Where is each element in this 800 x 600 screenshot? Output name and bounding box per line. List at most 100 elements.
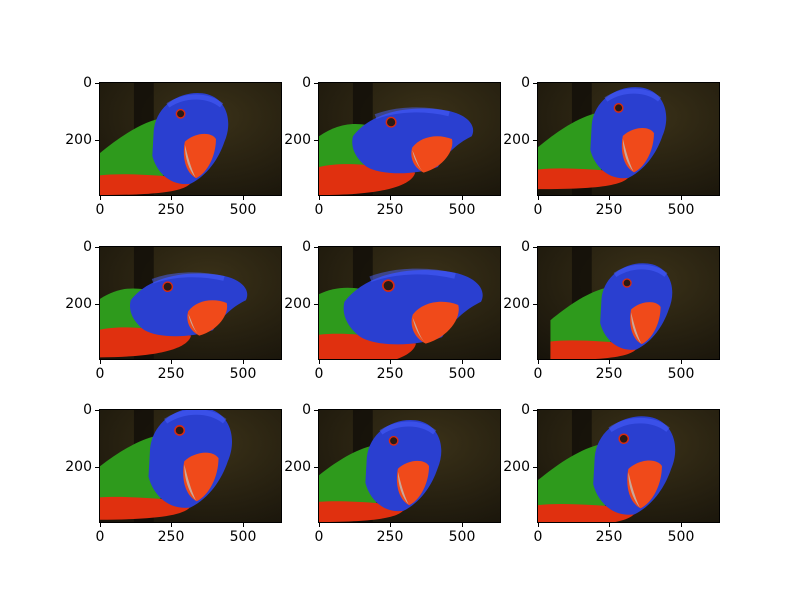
y-tick-label: 200 — [284, 296, 311, 312]
x-tick-label: 0 — [95, 529, 105, 545]
y-tick-label: 0 — [521, 239, 530, 255]
y-tick — [95, 140, 99, 141]
y-tick-label: 0 — [521, 75, 530, 91]
x-tick — [681, 196, 682, 200]
x-tick — [319, 360, 320, 364]
image-axes-r2-c3: 0 200 0 250 500 — [503, 240, 720, 381]
y-tick — [95, 410, 99, 411]
x-tick-label: 500 — [229, 366, 257, 382]
x-tick — [319, 523, 320, 527]
parrot-image-svg — [319, 83, 500, 195]
x-tick-label: 0 — [533, 366, 543, 382]
y-tick-label: 0 — [83, 402, 92, 418]
y-tick-label: 0 — [83, 239, 92, 255]
x-tick — [462, 196, 463, 200]
x-tick-label: 0 — [95, 366, 105, 382]
y-tick-label: 200 — [284, 132, 311, 148]
x-tick-label: 0 — [533, 202, 543, 218]
y-tick-label: 200 — [503, 459, 530, 475]
image-axes-r2-c2: 0 200 0 250 500 — [284, 240, 501, 381]
y-tick — [95, 304, 99, 305]
x-tick-label: 500 — [229, 202, 257, 218]
parrot-image-svg — [538, 247, 719, 359]
x-tick-label: 500 — [448, 202, 476, 218]
image-axes-r3-c2: 0 200 0 250 500 — [284, 403, 501, 544]
image-axes-r1-c2: 0 200 0 250 500 — [284, 76, 501, 217]
x-tick — [171, 360, 172, 364]
parrot-image-svg — [538, 83, 719, 195]
x-tick — [390, 196, 391, 200]
x-tick-label: 500 — [448, 366, 476, 382]
x-tick-label: 250 — [157, 202, 185, 218]
x-tick — [609, 523, 610, 527]
parrot-image — [319, 247, 500, 359]
x-tick-label: 0 — [533, 529, 543, 545]
parrot-image — [100, 410, 281, 522]
y-tick-label: 200 — [65, 459, 92, 475]
x-tick-label: 250 — [595, 202, 623, 218]
x-tick — [609, 360, 610, 364]
y-tick — [95, 83, 99, 84]
parrot-image-svg — [100, 247, 281, 359]
x-tick-label: 0 — [314, 366, 324, 382]
image-axes-r1-c3: 0 200 0 250 500 — [503, 76, 720, 217]
parrot-image — [100, 247, 281, 359]
y-tick — [314, 410, 318, 411]
y-tick-label: 200 — [284, 459, 311, 475]
image-axes-r2-c1: 0 200 0 250 500 — [65, 240, 282, 381]
x-tick-label: 0 — [314, 202, 324, 218]
parrot-image-svg — [100, 410, 281, 522]
y-tick-label: 0 — [83, 75, 92, 91]
y-tick-label: 200 — [65, 296, 92, 312]
x-tick-label: 250 — [376, 366, 404, 382]
parrot-image-svg — [538, 410, 719, 522]
x-tick — [538, 196, 539, 200]
x-tick — [100, 523, 101, 527]
x-tick-label: 0 — [95, 202, 105, 218]
image-axes-r3-c1: 0 200 0 250 500 — [65, 403, 282, 544]
x-tick-label: 500 — [229, 529, 257, 545]
y-tick — [533, 83, 537, 84]
x-tick-label: 250 — [595, 529, 623, 545]
x-tick — [100, 196, 101, 200]
x-tick-label: 250 — [157, 366, 185, 382]
y-tick — [314, 140, 318, 141]
x-tick-label: 500 — [667, 202, 695, 218]
image-axes-r1-c1: 0 200 0 250 500 — [65, 76, 282, 217]
parrot-image — [100, 83, 281, 195]
x-tick — [100, 360, 101, 364]
y-tick — [314, 83, 318, 84]
x-tick-label: 500 — [667, 529, 695, 545]
x-tick-label: 250 — [157, 529, 185, 545]
x-tick — [681, 523, 682, 527]
y-tick-label: 200 — [503, 296, 530, 312]
y-tick — [533, 304, 537, 305]
x-tick — [538, 523, 539, 527]
x-tick — [538, 360, 539, 364]
x-tick — [171, 196, 172, 200]
parrot-image — [319, 83, 500, 195]
x-tick-label: 500 — [448, 529, 476, 545]
x-tick — [243, 196, 244, 200]
x-tick — [462, 523, 463, 527]
parrot-image — [538, 247, 719, 359]
y-tick-label: 0 — [302, 402, 311, 418]
y-tick — [314, 247, 318, 248]
parrot-image — [538, 410, 719, 522]
y-tick — [314, 304, 318, 305]
x-tick — [243, 360, 244, 364]
y-tick — [533, 140, 537, 141]
y-tick — [314, 467, 318, 468]
y-tick — [95, 467, 99, 468]
x-tick — [319, 196, 320, 200]
y-tick — [95, 247, 99, 248]
y-tick — [533, 410, 537, 411]
y-tick-label: 0 — [302, 75, 311, 91]
x-tick — [243, 523, 244, 527]
y-tick-label: 200 — [503, 132, 530, 148]
y-tick-label: 0 — [302, 239, 311, 255]
x-tick — [390, 523, 391, 527]
x-tick-label: 0 — [314, 529, 324, 545]
parrot-image — [538, 83, 719, 195]
